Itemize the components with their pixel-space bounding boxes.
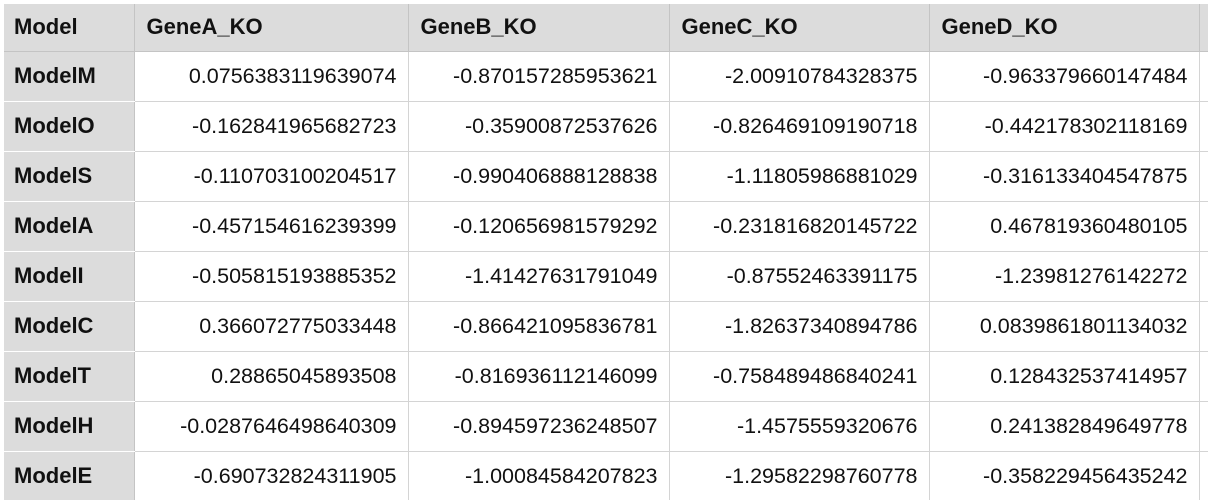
row-header[interactable]: ModelC — [4, 301, 135, 352]
column-header-genec[interactable]: GeneC_KO — [669, 4, 930, 52]
table-cell[interactable]: -0.963379660147484 — [929, 51, 1200, 102]
empty-cell[interactable] — [1199, 201, 1208, 252]
table-cell[interactable]: -0.110703100204517 — [134, 151, 409, 202]
table-row: ModelO -0.162841965682723 -0.35900872537… — [4, 101, 1208, 152]
row-header[interactable]: ModelH — [4, 401, 135, 452]
table-cell[interactable]: -0.690732824311905 — [134, 451, 409, 500]
table-cell[interactable]: -1.11805986881029 — [669, 151, 930, 202]
table-cell[interactable]: -0.866421095836781 — [408, 301, 670, 352]
empty-cell[interactable] — [1199, 451, 1208, 500]
table-cell[interactable]: -0.894597236248507 — [408, 401, 670, 452]
row-header[interactable]: ModelE — [4, 451, 135, 500]
table-cell[interactable]: -0.35900872537626 — [408, 101, 670, 152]
table-cell[interactable]: -0.231816820145722 — [669, 201, 930, 252]
empty-cell[interactable] — [1199, 151, 1208, 202]
row-header[interactable]: ModelM — [4, 51, 135, 102]
table-cell[interactable]: -0.826469109190718 — [669, 101, 930, 152]
table-row: ModelE -0.690732824311905 -1.00084584207… — [4, 451, 1208, 500]
table-cell[interactable]: -0.442178302118169 — [929, 101, 1200, 152]
empty-cell[interactable] — [1199, 401, 1208, 452]
table-cell[interactable]: 0.0839861801134032 — [929, 301, 1200, 352]
table-cell[interactable]: -1.41427631791049 — [408, 251, 670, 302]
table-cell[interactable]: 0.467819360480105 — [929, 201, 1200, 252]
table-cell[interactable]: -0.0287646498640309 — [134, 401, 409, 452]
table-cell[interactable]: -0.162841965682723 — [134, 101, 409, 152]
table-cell[interactable]: -1.00084584207823 — [408, 451, 670, 500]
empty-cell[interactable] — [1199, 351, 1208, 402]
table-row: ModelC 0.366072775033448 -0.866421095836… — [4, 301, 1208, 352]
empty-cell[interactable] — [1199, 51, 1208, 102]
table-cell[interactable]: -0.316133404547875 — [929, 151, 1200, 202]
table-row: ModelT 0.28865045893508 -0.8169361121460… — [4, 351, 1208, 402]
table-cell[interactable]: 0.0756383119639074 — [134, 51, 409, 102]
table-cell[interactable]: -0.816936112146099 — [408, 351, 670, 402]
table-cell[interactable]: -0.870157285953621 — [408, 51, 670, 102]
table-row: ModelI -0.505815193885352 -1.41427631791… — [4, 251, 1208, 302]
table-row: ModelS -0.110703100204517 -0.99040688812… — [4, 151, 1208, 202]
row-header[interactable]: ModelT — [4, 351, 135, 402]
table-cell[interactable]: 0.366072775033448 — [134, 301, 409, 352]
table-cell[interactable]: 0.241382849649778 — [929, 401, 1200, 452]
table-cell[interactable]: -1.23981276142272 — [929, 251, 1200, 302]
empty-cell[interactable] — [1199, 101, 1208, 152]
table-cell[interactable]: -0.120656981579292 — [408, 201, 670, 252]
column-header-gened[interactable]: GeneD_KO — [929, 4, 1200, 52]
table-row: ModelH -0.0287646498640309 -0.8945972362… — [4, 401, 1208, 452]
table-cell[interactable]: 0.128432537414957 — [929, 351, 1200, 402]
table-cell[interactable]: -0.758489486840241 — [669, 351, 930, 402]
table-cell[interactable]: -1.82637340894786 — [669, 301, 930, 352]
row-header[interactable]: ModelA — [4, 201, 135, 252]
table-cell[interactable]: 0.28865045893508 — [134, 351, 409, 402]
table-cell[interactable]: -1.29582298760778 — [669, 451, 930, 500]
row-header[interactable]: ModelS — [4, 151, 135, 202]
row-header[interactable]: ModelI — [4, 251, 135, 302]
table-cell[interactable]: -0.358229456435242 — [929, 451, 1200, 500]
empty-cell[interactable] — [1199, 251, 1208, 302]
table-cell[interactable]: -0.990406888128838 — [408, 151, 670, 202]
table-row: ModelM 0.0756383119639074 -0.87015728595… — [4, 51, 1208, 102]
table-cell[interactable]: -2.00910784328375 — [669, 51, 930, 102]
column-header-genea[interactable]: GeneA_KO — [134, 4, 409, 52]
table-row: ModelA -0.457154616239399 -0.12065698157… — [4, 201, 1208, 252]
table-cell[interactable]: -0.87552463391175 — [669, 251, 930, 302]
column-header-geneb[interactable]: GeneB_KO — [408, 4, 670, 52]
table-cell[interactable]: -0.505815193885352 — [134, 251, 409, 302]
table-cell[interactable]: -0.457154616239399 — [134, 201, 409, 252]
column-header-empty — [1199, 4, 1208, 52]
corner-header[interactable]: Model — [4, 4, 135, 52]
table-cell[interactable]: -1.4575559320676 — [669, 401, 930, 452]
header-row: Model GeneA_KO GeneB_KO GeneC_KO GeneD_K… — [4, 4, 1208, 52]
empty-cell[interactable] — [1199, 301, 1208, 352]
row-header[interactable]: ModelO — [4, 101, 135, 152]
data-table: Model GeneA_KO GeneB_KO GeneC_KO GeneD_K… — [4, 4, 1208, 500]
